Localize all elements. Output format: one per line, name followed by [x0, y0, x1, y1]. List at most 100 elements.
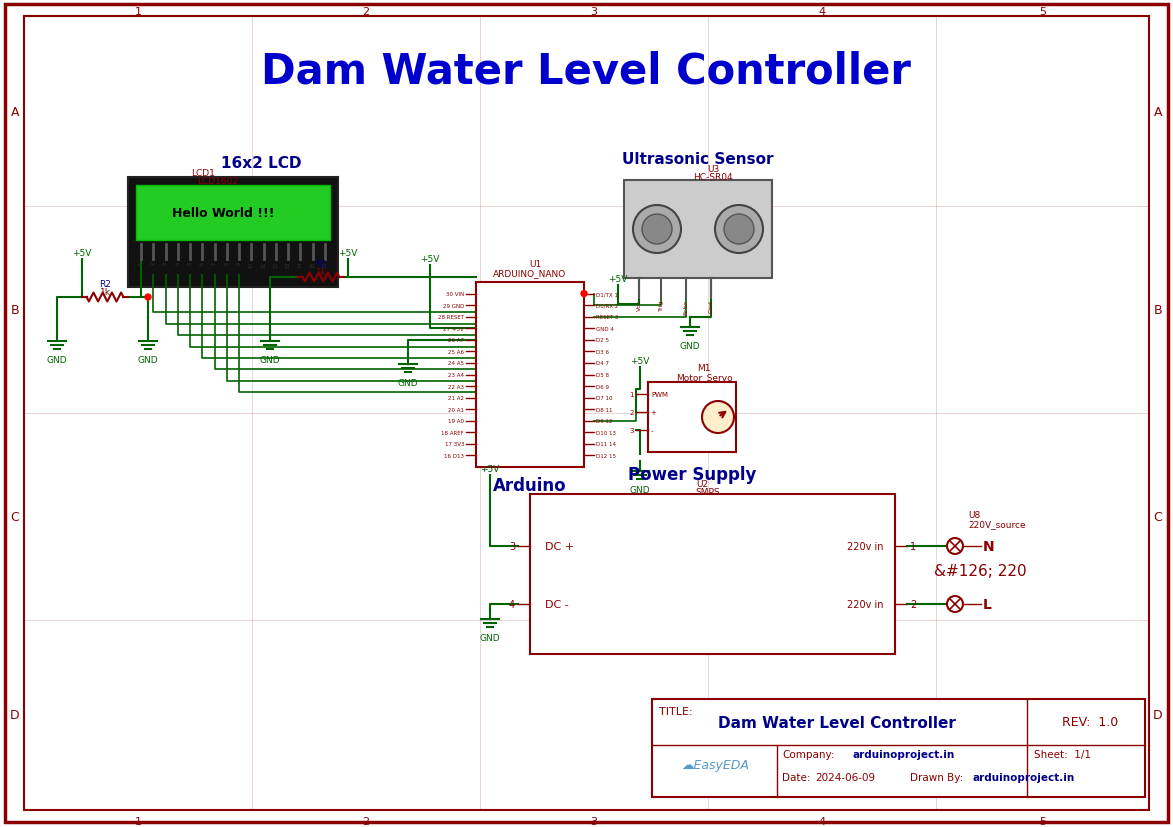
Text: LCD1602: LCD1602 — [197, 176, 238, 185]
Text: 15: 15 — [310, 261, 316, 267]
Circle shape — [716, 206, 762, 254]
Text: 25 A6: 25 A6 — [448, 350, 465, 355]
Text: 4: 4 — [819, 816, 826, 826]
Text: SMPS: SMPS — [696, 488, 720, 497]
Text: GND: GND — [47, 356, 67, 365]
Text: M1: M1 — [697, 364, 711, 373]
Bar — [647, 383, 735, 452]
Text: 24 A5: 24 A5 — [448, 361, 465, 366]
Text: 8: 8 — [224, 261, 230, 265]
Text: GND: GND — [259, 356, 280, 365]
Text: 21 A2: 21 A2 — [448, 395, 465, 400]
Text: +5V: +5V — [73, 249, 91, 258]
Text: 220v in: 220v in — [847, 600, 883, 609]
Text: TITLE:: TITLE: — [659, 706, 692, 716]
Bar — [530, 495, 895, 654]
Text: Date:: Date: — [782, 772, 811, 782]
Text: GND 4: GND 4 — [596, 327, 613, 332]
Text: U1: U1 — [529, 261, 541, 269]
Text: DC +: DC + — [545, 542, 574, 552]
Text: 9: 9 — [237, 261, 242, 265]
Text: D1/TX 1: D1/TX 1 — [596, 292, 618, 297]
Text: 4: 4 — [175, 261, 181, 265]
Text: +5V: +5V — [630, 356, 650, 366]
Text: 17 3V3: 17 3V3 — [445, 442, 465, 447]
Text: 27 +5V: 27 +5V — [443, 327, 465, 332]
Text: 11: 11 — [262, 261, 266, 267]
Circle shape — [947, 596, 963, 612]
Text: HC-SR04: HC-SR04 — [693, 174, 733, 182]
Text: 220v in: 220v in — [847, 542, 883, 552]
Text: PWM: PWM — [651, 391, 667, 398]
Text: D: D — [11, 709, 20, 722]
Text: 23 A4: 23 A4 — [448, 372, 465, 378]
Text: D4 7: D4 7 — [596, 361, 609, 366]
Text: 220V_source: 220V_source — [968, 520, 1025, 528]
Circle shape — [947, 538, 963, 554]
Text: 3: 3 — [509, 542, 515, 552]
Bar — [476, 283, 584, 467]
Text: 1: 1 — [138, 261, 143, 265]
Text: 2: 2 — [151, 261, 156, 265]
Text: -: - — [651, 428, 656, 433]
Text: L: L — [983, 597, 992, 611]
Text: Company:: Company: — [782, 749, 834, 759]
Text: 3: 3 — [630, 428, 633, 433]
Text: 2: 2 — [362, 7, 369, 17]
Text: +5V: +5V — [420, 255, 440, 264]
Text: arduinoproject.in: arduinoproject.in — [972, 772, 1074, 782]
Text: D2 5: D2 5 — [596, 338, 609, 343]
Text: Dam Water Level Controller: Dam Water Level Controller — [262, 51, 911, 93]
Text: Sheet:  1/1: Sheet: 1/1 — [1035, 749, 1091, 759]
Text: U3: U3 — [707, 165, 719, 174]
Text: D6 9: D6 9 — [596, 384, 609, 389]
Text: B: B — [1154, 304, 1162, 317]
Text: Power Supply: Power Supply — [629, 466, 757, 484]
Text: Arduino: Arduino — [493, 476, 567, 495]
Text: D8 11: D8 11 — [596, 407, 612, 412]
Text: 19 A0: 19 A0 — [448, 418, 465, 423]
Text: Trig: Trig — [658, 299, 664, 311]
Circle shape — [724, 215, 754, 245]
Text: 14: 14 — [298, 261, 303, 267]
Text: 3: 3 — [163, 261, 168, 265]
Text: 3: 3 — [590, 7, 597, 17]
Text: GND: GND — [480, 633, 501, 643]
Text: 2: 2 — [362, 816, 369, 826]
Text: A: A — [11, 105, 19, 118]
Text: 30 VIN: 30 VIN — [446, 292, 465, 297]
Text: D11 14: D11 14 — [596, 442, 616, 447]
Text: 16x2 LCD: 16x2 LCD — [221, 155, 301, 170]
Text: REV:  1.0: REV: 1.0 — [1062, 715, 1118, 729]
Text: 5: 5 — [1039, 816, 1046, 826]
Text: 28 RESET: 28 RESET — [438, 315, 465, 320]
Bar — [624, 181, 772, 279]
Text: 20 A1: 20 A1 — [448, 407, 465, 412]
Text: Hello World !!!: Hello World !!! — [171, 207, 274, 219]
Text: GND: GND — [137, 356, 158, 365]
Text: D10 13: D10 13 — [596, 430, 616, 435]
Text: U8: U8 — [968, 511, 981, 520]
Bar — [136, 186, 330, 241]
Text: 2024-06-09: 2024-06-09 — [815, 772, 875, 782]
Bar — [128, 178, 338, 288]
Text: 2: 2 — [630, 409, 633, 415]
Text: D5 8: D5 8 — [596, 372, 609, 378]
Text: Gnd: Gnd — [708, 299, 713, 313]
Text: D3 6: D3 6 — [596, 350, 609, 355]
Text: 1k: 1k — [316, 268, 326, 277]
Text: C: C — [11, 510, 20, 523]
Circle shape — [633, 206, 682, 254]
Text: N: N — [983, 539, 995, 553]
Text: A: A — [1154, 105, 1162, 118]
Text: D: D — [1153, 709, 1162, 722]
Circle shape — [581, 291, 586, 297]
Circle shape — [145, 294, 151, 301]
Text: 4: 4 — [819, 7, 826, 17]
Text: Motor_Servo: Motor_Servo — [676, 373, 732, 382]
Text: D0/RX 2: D0/RX 2 — [596, 304, 618, 308]
Text: Vcc: Vcc — [637, 299, 642, 311]
Text: ☁EasyEDA: ☁EasyEDA — [682, 758, 748, 772]
Text: D9 12: D9 12 — [596, 418, 612, 423]
Text: DC -: DC - — [545, 600, 569, 609]
